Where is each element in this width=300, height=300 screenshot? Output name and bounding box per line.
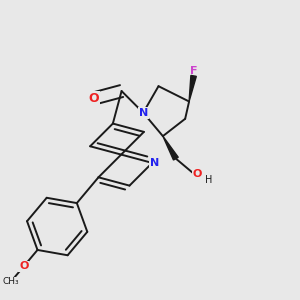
Text: N: N bbox=[139, 108, 148, 118]
Text: H: H bbox=[205, 175, 212, 185]
Text: O: O bbox=[192, 169, 202, 179]
Polygon shape bbox=[189, 75, 196, 101]
Text: O: O bbox=[88, 92, 99, 105]
Text: CH₃: CH₃ bbox=[3, 277, 19, 286]
Text: F: F bbox=[190, 66, 197, 76]
Text: N: N bbox=[150, 158, 159, 168]
Text: O: O bbox=[19, 261, 28, 272]
Polygon shape bbox=[163, 136, 178, 160]
